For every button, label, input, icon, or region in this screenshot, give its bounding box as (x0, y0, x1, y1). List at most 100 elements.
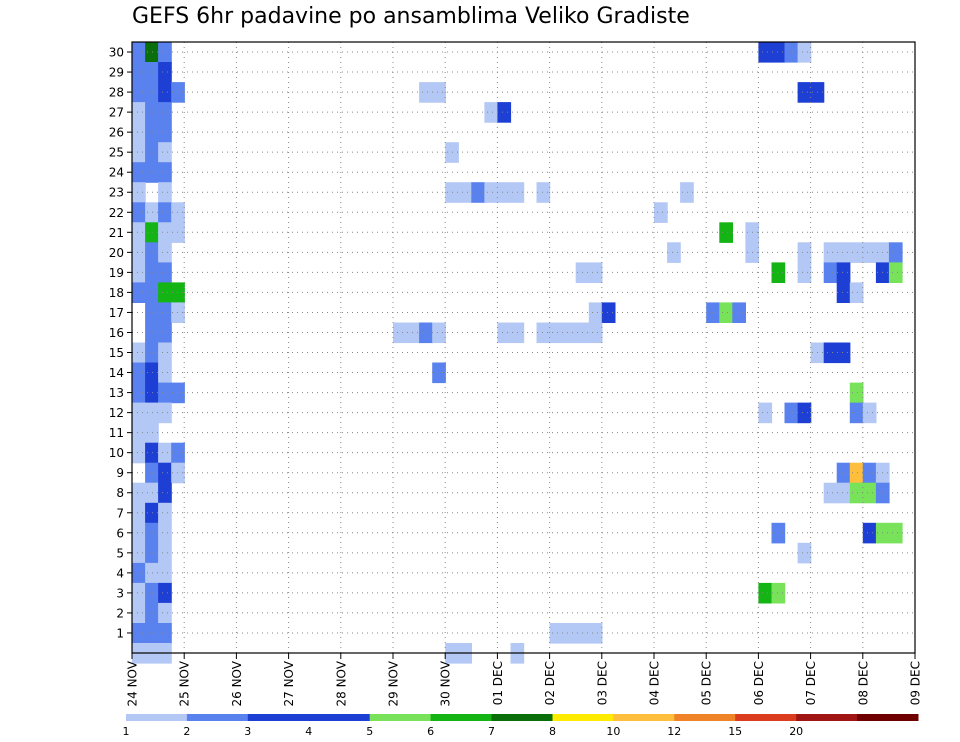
heat-cell (145, 202, 159, 223)
heat-cell (158, 122, 172, 143)
heat-cell (158, 602, 172, 624)
plot-frame (131, 41, 916, 654)
heat-cell (145, 302, 159, 323)
y-tick-label: 19 (109, 266, 124, 280)
heat-cell (784, 402, 799, 424)
heat-cell (797, 402, 812, 424)
colorbar-label: 12 (667, 725, 681, 738)
y-tick-label: 21 (109, 226, 124, 240)
heat-cell (158, 382, 172, 404)
x-tick-label: 27 NOV (282, 660, 296, 706)
heat-cell (797, 82, 812, 103)
colorbar-segment (126, 714, 188, 721)
y-tick-label: 2 (116, 606, 124, 620)
heat-cell (562, 322, 577, 344)
heat-cell (158, 442, 172, 464)
heat-cell (484, 182, 499, 203)
heat-cell (536, 182, 551, 203)
heat-cell (132, 442, 146, 464)
heat-cell (145, 502, 159, 524)
heat-cell (145, 623, 159, 644)
heat-cell (145, 342, 159, 364)
heat-cell (888, 522, 903, 544)
heat-cell (158, 282, 172, 303)
colorbar-segment (247, 714, 310, 721)
y-tick-label: 3 (116, 586, 124, 600)
y-tick-label: 25 (109, 146, 124, 160)
y-tick-label: 29 (109, 66, 124, 80)
heat-cell (132, 162, 146, 183)
heat-cell (888, 262, 903, 283)
heat-cell (145, 422, 159, 444)
heat-cell (158, 182, 172, 203)
heat-cell (862, 462, 877, 484)
heat-cell (145, 162, 159, 183)
heat-cell (862, 402, 877, 424)
heat-cell (158, 102, 172, 123)
heat-cell (158, 542, 172, 564)
heat-cell (145, 562, 159, 584)
heat-cell (145, 42, 159, 63)
heat-cell (588, 302, 603, 323)
heat-cell (132, 422, 146, 444)
heat-cell (145, 242, 159, 263)
colorbar-segment (857, 714, 919, 721)
y-tick-label: 24 (109, 166, 124, 180)
heat-cell (145, 222, 159, 243)
colorbar-label: 8 (549, 725, 556, 738)
heat-cell (132, 602, 146, 624)
colorbar-label: 15 (728, 725, 742, 738)
colorbar-segment (613, 714, 675, 721)
colorbar-label: 1 (123, 725, 130, 738)
colorbar-label: 6 (427, 725, 434, 738)
heat-cell (836, 462, 851, 484)
heat-cell (432, 362, 446, 384)
x-tick-label: 04 DEC (648, 661, 662, 705)
heat-cell (158, 462, 172, 484)
y-tick-label: 14 (109, 366, 124, 380)
heat-cell (458, 182, 472, 203)
y-tick-label: 10 (109, 446, 124, 460)
heat-cell (158, 42, 172, 63)
heat-cell (171, 382, 185, 404)
heat-cell (797, 262, 812, 283)
colorbar-label: 20 (789, 725, 803, 738)
heat-cell (132, 362, 146, 384)
heat-cell (132, 382, 146, 404)
colorbar-segment (430, 714, 492, 721)
colorbar-segment (491, 714, 553, 721)
heat-cell (797, 242, 812, 263)
heat-cell (758, 582, 773, 604)
heat-cell (771, 262, 786, 283)
heat-cell (862, 522, 877, 544)
heat-cell (562, 623, 577, 644)
colorbar-label: 4 (305, 725, 312, 738)
heat-cell (145, 362, 159, 384)
heat-cell (836, 482, 851, 504)
heat-cell (484, 102, 499, 123)
x-tick-label: 24 NOV (126, 660, 140, 706)
y-tick-label: 9 (116, 466, 124, 480)
heat-cell (132, 562, 146, 584)
y-tick-label: 27 (109, 106, 124, 120)
heat-cell (849, 382, 864, 404)
heat-cell (771, 42, 786, 63)
y-tick-label: 4 (116, 566, 124, 580)
heat-cell (145, 82, 159, 103)
y-tick-label: 16 (109, 326, 124, 340)
heat-cell (132, 222, 146, 243)
x-tick-label: 26 NOV (230, 660, 244, 706)
heat-cell (419, 82, 433, 103)
heat-cell (771, 582, 786, 604)
heat-cell (132, 62, 146, 83)
heat-cell (145, 142, 159, 163)
heat-cell (719, 302, 733, 323)
x-tick-label: 29 NOV (387, 660, 401, 706)
heat-cell (132, 82, 146, 103)
heat-cell (888, 242, 903, 263)
colorbar-segment (308, 714, 371, 721)
heat-cell (849, 462, 864, 484)
y-tick-label: 7 (116, 506, 124, 520)
heat-cell (667, 242, 681, 263)
